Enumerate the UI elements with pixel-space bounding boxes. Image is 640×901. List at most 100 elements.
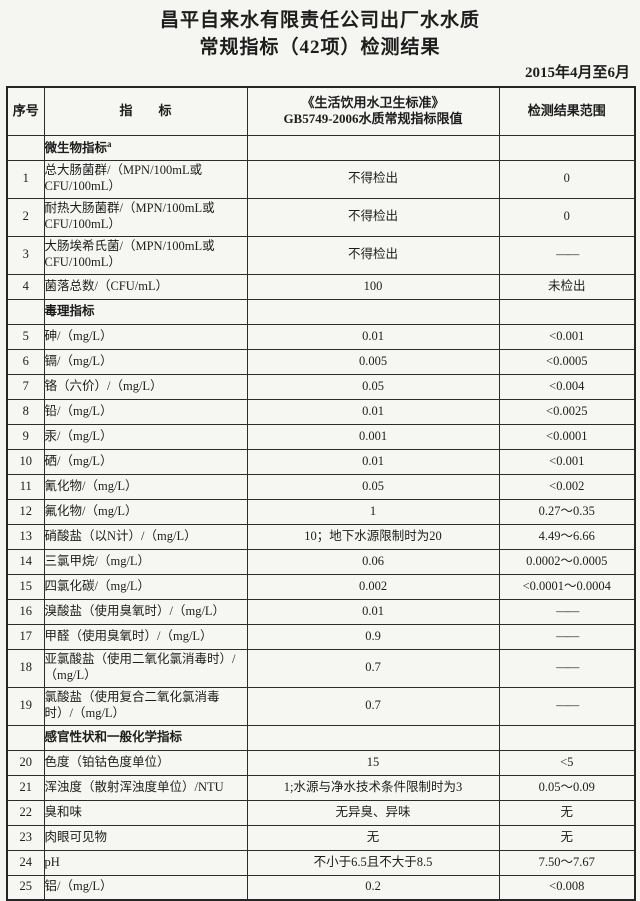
cell-indicator: 三氯甲烷/（mg/L）: [43, 548, 248, 575]
page-title: 昌平自来水有限责任公司出厂水水质 常规指标（42项）检测结果: [0, 0, 640, 61]
section-label: 感官性状和一般化学指标: [43, 724, 248, 751]
cell-limit: [246, 724, 500, 751]
page-title-line1: 昌平自来水有限责任公司出厂水水质: [159, 10, 480, 31]
table-row: 3 大肠埃希氏菌/（MPN/100mL或CFU/100mL） 不得检出 ——: [6, 235, 636, 275]
cell-limit: 0.01: [246, 448, 500, 475]
cell-no: 4: [6, 273, 45, 300]
cell-result: 0.27～0.35: [498, 498, 636, 525]
cell-limit: 100: [246, 273, 500, 300]
table-row: 2 耐热大肠菌群/（MPN/100mL或CFU/100mL） 不得检出 0: [6, 197, 636, 237]
cell-indicator: 镉/（mg/L）: [43, 348, 248, 375]
cell-limit: 无: [246, 824, 500, 851]
table-row: 9 汞/（mg/L） 0.001 <0.0001: [6, 423, 636, 450]
cell-no: 23: [6, 824, 45, 851]
cell-limit: 0.01: [246, 398, 500, 425]
cell-result: ——: [498, 235, 636, 275]
cell-result: 4.49～6.66: [498, 523, 636, 550]
section-row: 毒理指标: [6, 298, 636, 325]
cell-no: 19: [6, 686, 45, 726]
cell-no: 24: [6, 849, 45, 876]
table-row: 4 菌落总数/（CFU/mL） 100 未检出: [6, 273, 636, 300]
cell-indicator: 硝酸盐（以N计）/（mg/L）: [43, 523, 248, 550]
cell-indicator: 氯酸盐（使用复合二氧化氯消毒时）/（mg/L）: [43, 686, 248, 726]
cell-result: ——: [498, 598, 636, 625]
cell-limit: 0.06: [246, 548, 500, 575]
cell-no: 16: [6, 598, 45, 625]
table-row: 17 甲醛（使用臭氧时）/（mg/L） 0.9 ——: [6, 623, 636, 650]
table-body: 微生物指标a 1 总大肠菌群/（MPN/100mL或CFU/100mL） 不得检出 0 2…: [6, 134, 636, 901]
cell-no: 13: [6, 523, 45, 550]
cell-indicator: 汞/（mg/L）: [43, 423, 248, 450]
water-quality-table: 序号 指 标 《生活饮用水卫生标准》 GB5749-2006水质常规指标限值 检…: [6, 86, 636, 901]
table-row: 12 氟化物/（mg/L） 1 0.27～0.35: [6, 498, 636, 525]
cell-limit: 0.01: [246, 323, 500, 350]
cell-result: 无: [498, 824, 636, 851]
cell-no: 3: [6, 235, 45, 275]
table-row: 16 溴酸盐（使用臭氧时）/（mg/L） 0.01 ——: [6, 598, 636, 625]
section-label: 微生物指标a: [43, 134, 248, 161]
cell-result: <0.0005: [498, 348, 636, 375]
cell-indicator: 溴酸盐（使用臭氧时）/（mg/L）: [43, 598, 248, 625]
table-row: 18 亚氯酸盐（使用二氧化氯消毒时）/（mg/L） 0.7 ——: [6, 648, 636, 688]
cell-no: 9: [6, 423, 45, 450]
table-row: 11 氰化物/（mg/L） 0.05 <0.002: [6, 473, 636, 500]
cell-indicator: 亚氯酸盐（使用二氧化氯消毒时）/（mg/L）: [43, 648, 248, 688]
cell-result: ——: [498, 623, 636, 650]
cell-indicator: 硒/（mg/L）: [43, 448, 248, 475]
table-row: 1 总大肠菌群/（MPN/100mL或CFU/100mL） 不得检出 0: [6, 159, 636, 199]
cell-limit: 0.9: [246, 623, 500, 650]
cell-limit: 0.2: [246, 874, 500, 901]
cell-result: <0.0025: [498, 398, 636, 425]
cell-indicator: 砷/（mg/L）: [43, 323, 248, 350]
cell-limit: 不小于6.5且不大于8.5: [246, 849, 500, 876]
cell-no: 11: [6, 473, 45, 500]
cell-indicator: 菌落总数/（CFU/mL）: [43, 273, 248, 300]
cell-limit: 0.002: [246, 573, 500, 600]
cell-no: 2: [6, 197, 45, 237]
cell-no: 5: [6, 323, 45, 350]
cell-no: 15: [6, 573, 45, 600]
cell-result: <5: [498, 749, 636, 776]
cell-no: [6, 134, 45, 161]
cell-result: ——: [498, 686, 636, 726]
section-footnote-marker: a: [107, 138, 112, 149]
cell-no: 18: [6, 648, 45, 688]
cell-indicator: 臭和味: [43, 799, 248, 826]
table-row: 14 三氯甲烷/（mg/L） 0.06 0.0002～0.0005: [6, 548, 636, 575]
cell-limit: 1: [246, 498, 500, 525]
cell-result: <0.002: [498, 473, 636, 500]
table-row: 15 四氯化碳/（mg/L） 0.002 <0.0001～0.0004: [6, 573, 636, 600]
cell-indicator: pH: [43, 849, 248, 876]
cell-result: 无: [498, 799, 636, 826]
cell-limit: 不得检出: [246, 159, 500, 199]
cell-no: 7: [6, 373, 45, 400]
cell-result: 未检出: [498, 273, 636, 300]
cell-result: 0: [498, 197, 636, 237]
cell-limit: 10；地下水源限制时为20: [246, 523, 500, 550]
cell-limit: 无异臭、异味: [246, 799, 500, 826]
cell-limit: [246, 134, 500, 161]
cell-indicator: 氰化物/（mg/L）: [43, 473, 248, 500]
cell-no: 14: [6, 548, 45, 575]
cell-indicator: 色度（铂钴色度单位）: [43, 749, 248, 776]
table-header-row: 序号 指 标 《生活饮用水卫生标准》 GB5749-2006水质常规指标限值 检…: [6, 86, 636, 136]
cell-indicator: 总大肠菌群/（MPN/100mL或CFU/100mL）: [43, 159, 248, 199]
cell-limit: 0.7: [246, 686, 500, 726]
header-result: 检测结果范围: [498, 86, 636, 136]
header-limit-line1: 《生活饮用水卫生标准》: [301, 95, 445, 111]
cell-result: <0.001: [498, 323, 636, 350]
cell-indicator: 浑浊度（散射浑浊度单位）/NTU: [43, 774, 248, 801]
cell-indicator: 铝/（mg/L）: [43, 874, 248, 901]
cell-limit: 0.05: [246, 373, 500, 400]
table-row: 23 肉眼可见物无无: [6, 824, 636, 851]
cell-indicator: 铬（六价）/（mg/L）: [43, 373, 248, 400]
cell-result: 0.0002～0.0005: [498, 548, 636, 575]
cell-result: 7.50～7.67: [498, 849, 636, 876]
cell-no: 21: [6, 774, 45, 801]
cell-limit: 0.7: [246, 648, 500, 688]
cell-no: 6: [6, 348, 45, 375]
cell-limit: [246, 298, 500, 325]
cell-result: <0.0001～0.0004: [498, 573, 636, 600]
table-row: 10 硒/（mg/L） 0.01 <0.001: [6, 448, 636, 475]
cell-result: 0.05～0.09: [498, 774, 636, 801]
